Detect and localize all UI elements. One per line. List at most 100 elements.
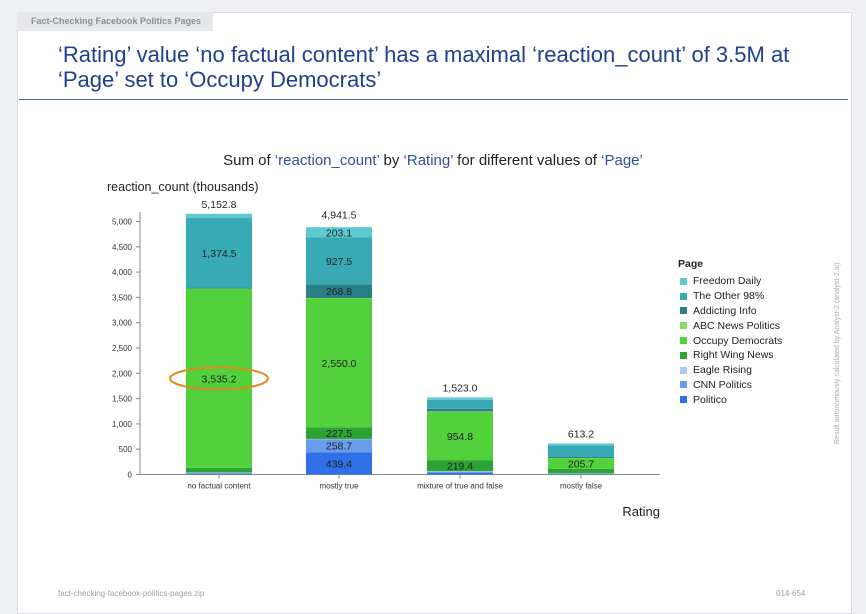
y-tick-label: 3,000 (112, 319, 133, 328)
chart-title: Sum of ‘reaction_count’ by ‘Rating’ for … (100, 152, 766, 169)
chart-title-measure: ‘reaction_count’ (274, 152, 380, 169)
bar-segment (548, 468, 614, 474)
bar-segment (427, 397, 493, 400)
legend-label: CNN Politics (693, 378, 752, 391)
x-tick-label: no factual content (187, 482, 251, 491)
legend-title: Page (678, 258, 704, 270)
legend-swatch (680, 381, 687, 389)
bar-total-label: 4,941.5 (321, 209, 356, 221)
bar-segment (186, 472, 252, 474)
bar-segment (427, 460, 493, 472)
segment-value-label: 205.7 (568, 459, 594, 471)
legend-item: Politico (678, 392, 782, 407)
segment-value-label: 203.1 (326, 227, 352, 239)
segment-value-label: 1,374.5 (201, 248, 236, 260)
legend-label: Politico (693, 393, 727, 406)
y-tick-label: 1,000 (112, 420, 133, 429)
bar-segment (306, 237, 372, 285)
legend-swatch (680, 351, 687, 359)
legend-label: Eagle Rising (693, 364, 752, 377)
legend: Page Freedom Daily The Other 98% Addicting… (678, 258, 782, 407)
legend-item: Occupy Democrats (678, 333, 782, 348)
stacked-bar-chart: 0 500 1,000 1,500 2,000 2,500 3,000 3,500 4,000 4… (107, 180, 660, 519)
bar-segment (427, 399, 493, 409)
chart-title-series-field: ‘Page’ (601, 152, 643, 169)
bar-segment (306, 227, 372, 238)
y-tick-label: 2,000 (112, 369, 133, 378)
bar-segment (548, 458, 614, 459)
bar-segment (306, 452, 372, 475)
segment-value-label: 2,550.0 (321, 358, 356, 370)
bar-segment (186, 288, 252, 290)
bar-segment (548, 443, 614, 446)
x-tick-label: mostly false (560, 482, 603, 491)
y-tick-label: 4,000 (112, 268, 133, 277)
segment-value-label: 954.8 (447, 431, 473, 443)
legend-label: Occupy Democrats (693, 334, 783, 347)
legend-swatch (680, 366, 687, 374)
highlight-ellipse (169, 366, 269, 391)
chart-title-prefix: Sum of (223, 152, 275, 169)
bar-segment (548, 473, 614, 475)
bar-segment (306, 297, 372, 299)
y-tick-label: 1,500 (112, 395, 133, 404)
legend-item: ABC News Politics (678, 318, 782, 333)
y-tick-label: 0 (128, 471, 133, 480)
bar-segment (186, 473, 252, 475)
segment-value-label: 927.5 (326, 256, 352, 268)
y-axis-title: reaction_count (thousands) (107, 180, 258, 194)
x-tick-label: mixture of true and false (417, 482, 503, 491)
bar-segment (186, 472, 252, 473)
bar-total-label: 5,152.8 (201, 199, 236, 211)
headline-rule (19, 99, 848, 100)
segment-value-label: 439.4 (326, 458, 352, 470)
segment-value-label: 268.8 (326, 286, 352, 298)
y-tick-label: 5,000 (112, 218, 133, 227)
bar-segment (427, 411, 493, 412)
legend-label: Addicting Info (693, 304, 757, 317)
bar-segment (548, 457, 614, 459)
bar-segment (306, 438, 372, 440)
bar-segment (306, 427, 372, 439)
bar-segment (548, 473, 614, 474)
bar-segment (548, 474, 614, 475)
legend-label: The Other 98% (693, 290, 765, 303)
report-slide (17, 12, 852, 614)
legend-label: ABC News Politics (693, 319, 780, 332)
bar-segment (306, 284, 372, 298)
bar-segment (186, 218, 252, 288)
bar-segment (427, 471, 493, 472)
y-tick-label: 2,500 (112, 344, 133, 353)
bar-segment (548, 458, 614, 469)
segment-value-label: 3,535.2 (201, 373, 236, 385)
bar-segment (427, 471, 493, 473)
legend-label: Right Wing News (693, 349, 774, 362)
bar-segment (186, 213, 252, 219)
bar-segment (186, 467, 252, 473)
bar-segment (427, 472, 493, 475)
footer-filename: fact-checking-facebook-politics-pages.zi… (58, 589, 205, 598)
x-axis-title: Rating (622, 504, 660, 519)
bar-segment (306, 298, 372, 428)
legend-swatch (680, 292, 687, 300)
chart-title-for: for different values of (453, 152, 602, 169)
x-tick-label: mostly true (319, 482, 359, 491)
source-tab: Fact-Checking Facebook Politics Pages (17, 12, 213, 31)
chart-title-by: by (379, 152, 404, 169)
legend-label: Freedom Daily (693, 275, 762, 288)
legend-swatch (680, 337, 687, 345)
legend-item: Freedom Daily (678, 274, 782, 289)
footer-code: 014-654 (776, 589, 806, 598)
legend-swatch (680, 307, 687, 315)
y-tick-label: 500 (119, 445, 133, 454)
bar-segment (548, 445, 614, 458)
segment-value-label: 227.5 (326, 428, 352, 440)
headline: ‘Rating’ value ‘no factual content’ has … (58, 42, 790, 92)
bar-segment (186, 288, 252, 468)
y-tick-label: 4,500 (112, 243, 133, 252)
legend-item: CNN Politics (678, 378, 782, 393)
bar-total-label: 613.2 (568, 428, 594, 440)
bar-segment (186, 287, 252, 289)
bar-segment (306, 439, 372, 453)
legend-item: Eagle Rising (678, 363, 782, 378)
